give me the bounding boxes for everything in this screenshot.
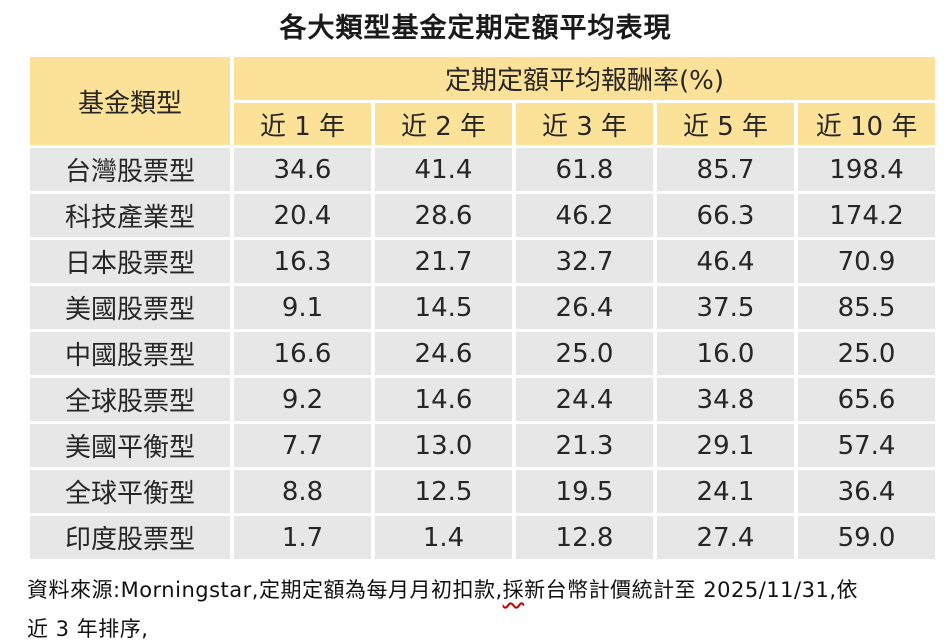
cell-value: 21.3 [516, 424, 653, 467]
table-row: 全球平衡型 8.8 12.5 19.5 24.1 36.4 [30, 470, 936, 513]
cell-value: 27.4 [657, 516, 794, 559]
row-header-fund-type: 中國股票型 [30, 332, 230, 375]
table-row: 印度股票型 1.7 1.4 12.8 27.4 59.0 [30, 516, 936, 559]
cell-value: 26.4 [516, 286, 653, 329]
row-header-fund-type: 台灣股票型 [30, 148, 230, 191]
table-header-row-1: 基金類型 定期定額平均報酬率(%) [30, 57, 936, 145]
cell-value: 14.6 [375, 378, 512, 421]
page-title: 各大類型基金定期定額平均表現 [279, 13, 672, 44]
cell-value: 41.4 [375, 148, 512, 191]
cell-value: 25.0 [798, 332, 936, 375]
cell-value: 57.4 [798, 424, 936, 467]
cell-value: 85.7 [657, 148, 794, 191]
cell-value: 28.6 [375, 194, 512, 237]
cell-value: 24.4 [516, 378, 653, 421]
cell-value: 37.5 [657, 286, 794, 329]
source-note-text: 資料來源:Morningstar,定期定額為每月月初扣款, [27, 578, 503, 602]
cell-value: 85.5 [798, 286, 936, 329]
cell-value: 29.1 [657, 424, 794, 467]
fund-performance-table: 基金類型 定期定額平均報酬率(%) 近 1 年 近 2 年 近 3 年 近 5 … [26, 54, 939, 562]
cell-value: 12.5 [375, 470, 512, 513]
table-row: 日本股票型 16.3 21.7 32.7 46.4 70.9 [30, 240, 936, 283]
page: 各大類型基金定期定額平均表現 基金類型 定期定額平均報酬率(%) 近 1 年 近… [0, 12, 951, 641]
cell-value: 9.1 [234, 286, 371, 329]
table-row: 美國股票型 9.1 14.5 26.4 37.5 85.5 [30, 286, 936, 329]
column-header-10y: 近 10 年 [798, 103, 936, 145]
column-header-1y: 近 1 年 [234, 103, 371, 145]
cell-value: 59.0 [798, 516, 936, 559]
source-note-line-1: 資料來源:Morningstar,定期定額為每月月初扣款,採新台幣計價統計至 2… [27, 571, 951, 610]
column-header-3y: 近 3 年 [516, 103, 653, 145]
row-header-fund-type: 科技產業型 [30, 194, 230, 237]
cell-value: 16.3 [234, 240, 371, 283]
cell-value: 24.6 [375, 332, 512, 375]
cell-value: 61.8 [516, 148, 653, 191]
cell-value: 21.7 [375, 240, 512, 283]
table-header-row-2: 近 1 年 近 2 年 近 3 年 近 5 年 近 10 年 [30, 103, 936, 145]
cell-value: 13.0 [375, 424, 512, 467]
cell-value: 174.2 [798, 194, 936, 237]
cell-value: 70.9 [798, 240, 936, 283]
row-header-fund-type: 全球平衡型 [30, 470, 230, 513]
cell-value: 46.4 [657, 240, 794, 283]
column-header-5y: 近 5 年 [657, 103, 794, 145]
cell-value: 65.6 [798, 378, 936, 421]
row-header-fund-type: 全球股票型 [30, 378, 230, 421]
cell-value: 16.0 [657, 332, 794, 375]
cell-value: 25.0 [516, 332, 653, 375]
row-header-fund-type: 美國股票型 [30, 286, 230, 329]
row-header-fund-type: 日本股票型 [30, 240, 230, 283]
table-row: 中國股票型 16.6 24.6 25.0 16.0 25.0 [30, 332, 936, 375]
cell-value: 1.4 [375, 516, 512, 559]
row-header-fund-type: 印度股票型 [30, 516, 230, 559]
cell-value: 7.7 [234, 424, 371, 467]
source-note-line-2: 近 3 年排序, [27, 617, 149, 641]
table-row: 全球股票型 9.2 14.6 24.4 34.8 65.6 [30, 378, 936, 421]
column-group-header-return-rate: 定期定額平均報酬率(%) [234, 57, 936, 100]
table-row: 美國平衡型 7.7 13.0 21.3 29.1 57.4 [30, 424, 936, 467]
cell-value: 198.4 [798, 148, 936, 191]
cell-value: 66.3 [657, 194, 794, 237]
table-row: 台灣股票型 34.6 41.4 61.8 85.7 198.4 [30, 148, 936, 191]
column-header-fund-type: 基金類型 [30, 57, 230, 145]
cell-value: 46.2 [516, 194, 653, 237]
cell-value: 19.5 [516, 470, 653, 513]
cell-value: 20.4 [234, 194, 371, 237]
cell-value: 9.2 [234, 378, 371, 421]
cell-value: 32.7 [516, 240, 653, 283]
source-note-text: 新台幣計價統計至 2025/11/31,依 [524, 578, 859, 602]
table-row: 科技產業型 20.4 28.6 46.2 66.3 174.2 [30, 194, 936, 237]
cell-value: 16.6 [234, 332, 371, 375]
cell-value: 24.1 [657, 470, 794, 513]
cell-value: 12.8 [516, 516, 653, 559]
cell-value: 1.7 [234, 516, 371, 559]
cell-value: 34.8 [657, 378, 794, 421]
source-note-misspell-squiggle: 採 [502, 578, 525, 602]
cell-value: 36.4 [798, 470, 936, 513]
column-header-2y: 近 2 年 [375, 103, 512, 145]
cell-value: 8.8 [234, 470, 371, 513]
cell-value: 14.5 [375, 286, 512, 329]
cell-value: 34.6 [234, 148, 371, 191]
row-header-fund-type: 美國平衡型 [30, 424, 230, 467]
source-note: 資料來源:Morningstar,定期定額為每月月初扣款,採新台幣計價統計至 2… [27, 571, 951, 641]
